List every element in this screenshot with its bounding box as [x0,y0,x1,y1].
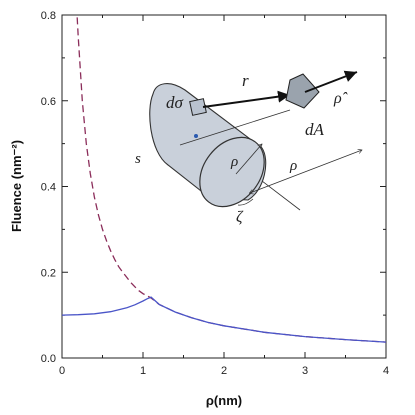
surface-element-d-sigma [189,98,207,116]
x-tick-label: 0 [59,365,65,377]
x-axis-title: ρ(nm) [206,393,242,408]
center-line [179,109,291,146]
inner-rho-label: ρ [230,154,238,170]
solid-series-line [62,296,386,343]
data-series [62,15,386,343]
y-axis-title: Fluence (nm⁻²) [9,140,24,232]
y-tick-label: 0.6 [41,96,56,108]
cylinder-center-point [194,134,198,138]
x-tick-label: 2 [221,365,227,377]
y-tick-label: 0.4 [41,182,56,194]
x-tick-label: 3 [302,365,308,377]
zeta-arc [237,198,254,206]
area-element-dA [285,73,320,109]
d-sigma-label: dσ [166,93,184,112]
x-tick-label: 1 [140,365,146,377]
outer-rho-label: ρ [289,158,297,174]
tick-labels: 0 1 2 3 4 0.0 0.2 0.4 0.6 0.8 [41,10,389,377]
outer-rho-arrow [250,150,362,193]
r-vector-arrow [202,90,291,108]
x-tick-label: 4 [383,365,389,377]
inset-diagram: dσ r⃗ ρ̂ dA s ρ ρ ζ [135,70,362,226]
r-vector-label: r⃗ [242,71,262,90]
dA-label: dA [305,120,325,139]
y-tick-label: 0.2 [41,267,56,279]
y-tick-label: 0.8 [41,10,56,22]
y-tick-label: 0.0 [41,353,56,365]
zeta-label: ζ [236,209,244,226]
rho-hat-label: ρ̂ [333,90,348,107]
rho-hat-arrow [304,70,358,93]
axis-ticks [61,14,387,359]
s-label: s [135,151,141,167]
